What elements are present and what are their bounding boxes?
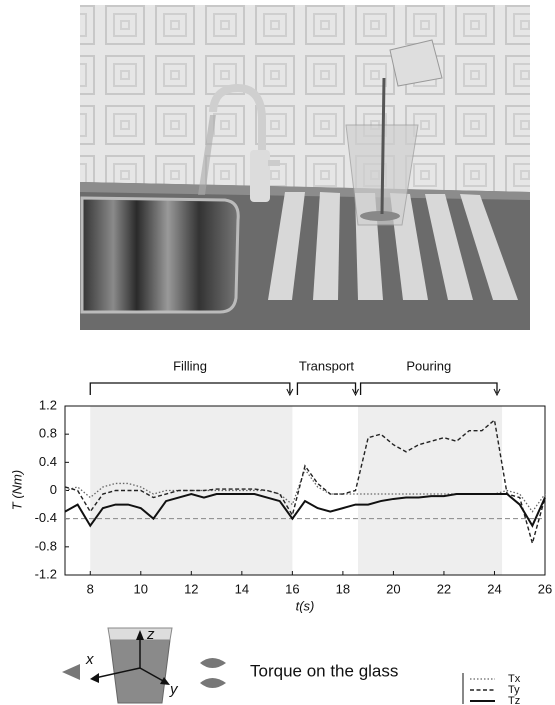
x-tick-label: 24 <box>487 581 501 596</box>
y-tick-label: 0 <box>50 482 57 497</box>
phase-bracket <box>361 383 497 395</box>
x-tick-label: 26 <box>538 581 552 596</box>
y-tick-label: 0.8 <box>39 426 57 441</box>
x-tick-label: 20 <box>386 581 400 596</box>
x-tick-label: 8 <box>87 581 94 596</box>
y-tick-label: -0.4 <box>35 510 57 525</box>
x-tick-label: 16 <box>285 581 299 596</box>
phase-bracket <box>90 383 290 395</box>
phase-label: Pouring <box>406 358 451 373</box>
x-tick-label: 12 <box>184 581 198 596</box>
x-tick-label: 22 <box>437 581 451 596</box>
axis-x-label: x <box>85 651 94 668</box>
y-tick-label: 0.4 <box>39 454 57 469</box>
caption: Torque on the glass <box>250 661 398 680</box>
y-tick-label: 1.2 <box>39 397 57 412</box>
scene-image <box>80 5 530 330</box>
x-tick-label: 10 <box>134 581 148 596</box>
axis-y-label: y <box>169 681 179 698</box>
x-tick-label: 14 <box>235 581 249 596</box>
y-tick-label: -1.2 <box>35 566 57 581</box>
axis-z-label: z <box>146 626 155 643</box>
phase-label: Filling <box>173 358 207 373</box>
y-axis-label: T (Nm) <box>9 470 24 510</box>
legend-label: Tz <box>508 695 520 705</box>
phase-label: Transport <box>299 358 355 373</box>
x-axis-label: t(s) <box>296 598 315 613</box>
page: T (Nm) t(s) Torque on the glass x y z -1… <box>0 0 555 705</box>
figure: T (Nm) t(s) Torque on the glass x y z -1… <box>0 0 555 705</box>
phase-bracket <box>297 383 355 395</box>
x-tick-label: 18 <box>336 581 350 596</box>
y-tick-label: -0.8 <box>35 538 57 553</box>
